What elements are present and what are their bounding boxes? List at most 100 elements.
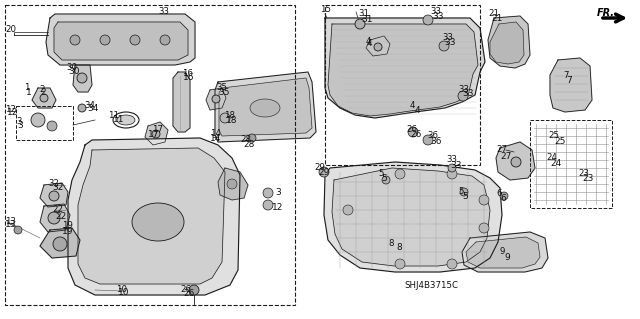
Polygon shape xyxy=(215,72,316,142)
Text: 5: 5 xyxy=(378,168,383,177)
Polygon shape xyxy=(32,88,56,108)
Text: 22: 22 xyxy=(52,205,63,214)
Text: 12: 12 xyxy=(272,203,284,212)
Circle shape xyxy=(479,195,489,205)
Text: 26: 26 xyxy=(183,289,195,298)
Text: 15: 15 xyxy=(320,5,331,14)
Circle shape xyxy=(319,167,329,177)
Text: 28: 28 xyxy=(243,140,254,149)
Text: 4: 4 xyxy=(367,39,372,48)
Text: 6: 6 xyxy=(496,189,502,197)
Text: 26: 26 xyxy=(180,286,191,294)
Text: 13: 13 xyxy=(5,217,16,226)
Polygon shape xyxy=(332,168,490,266)
Text: 36: 36 xyxy=(430,137,442,146)
Text: 17: 17 xyxy=(152,125,163,135)
Text: 14: 14 xyxy=(210,130,221,138)
Text: 8: 8 xyxy=(396,243,402,252)
Text: 7: 7 xyxy=(563,70,568,79)
Text: 33: 33 xyxy=(432,12,444,21)
Text: 26: 26 xyxy=(406,124,417,133)
Text: 21: 21 xyxy=(491,14,502,23)
Circle shape xyxy=(70,35,80,45)
Text: 8: 8 xyxy=(388,239,394,248)
Polygon shape xyxy=(488,16,530,68)
Polygon shape xyxy=(466,237,540,268)
Text: 32: 32 xyxy=(48,180,59,189)
Text: 35: 35 xyxy=(216,84,227,93)
Ellipse shape xyxy=(132,203,184,241)
Text: 27: 27 xyxy=(500,152,511,161)
Circle shape xyxy=(423,135,433,145)
Circle shape xyxy=(78,104,86,112)
Text: 7: 7 xyxy=(566,76,572,85)
Text: 3: 3 xyxy=(16,117,22,127)
Text: 25: 25 xyxy=(554,137,565,146)
Polygon shape xyxy=(68,138,240,295)
Polygon shape xyxy=(366,36,390,56)
Text: 4: 4 xyxy=(415,106,420,115)
Ellipse shape xyxy=(117,115,135,125)
Circle shape xyxy=(382,176,390,184)
Text: 18: 18 xyxy=(226,116,237,125)
Polygon shape xyxy=(40,204,70,232)
Polygon shape xyxy=(550,58,592,112)
Polygon shape xyxy=(78,148,225,284)
Text: SHJ4B3715C: SHJ4B3715C xyxy=(404,280,458,290)
Text: 26: 26 xyxy=(410,130,421,139)
Text: 30: 30 xyxy=(66,63,77,71)
Circle shape xyxy=(458,91,468,101)
Circle shape xyxy=(511,157,521,167)
Circle shape xyxy=(152,130,160,138)
Bar xyxy=(5,5,295,305)
Text: 25: 25 xyxy=(548,131,559,140)
Text: 24: 24 xyxy=(550,159,561,168)
Text: 1: 1 xyxy=(24,84,29,93)
Text: 33: 33 xyxy=(446,155,457,165)
Text: 29: 29 xyxy=(314,162,325,172)
Text: 33: 33 xyxy=(458,85,469,94)
Text: 33: 33 xyxy=(450,161,461,170)
Circle shape xyxy=(479,223,489,233)
Text: 31: 31 xyxy=(358,10,369,19)
Circle shape xyxy=(31,113,45,127)
Text: 20: 20 xyxy=(5,26,16,34)
Circle shape xyxy=(212,95,220,103)
Circle shape xyxy=(248,134,256,142)
Circle shape xyxy=(160,35,170,45)
Text: 9: 9 xyxy=(504,253,509,262)
Text: 19: 19 xyxy=(62,227,74,236)
Circle shape xyxy=(14,226,22,234)
Polygon shape xyxy=(40,228,80,258)
Text: 5: 5 xyxy=(381,174,387,183)
Text: 5: 5 xyxy=(458,188,463,197)
Polygon shape xyxy=(206,88,226,110)
Circle shape xyxy=(77,73,87,83)
Circle shape xyxy=(500,192,508,200)
Circle shape xyxy=(355,19,365,29)
Polygon shape xyxy=(328,24,478,116)
Circle shape xyxy=(220,113,230,123)
Circle shape xyxy=(395,259,405,269)
Text: 10: 10 xyxy=(118,288,129,297)
Text: 4: 4 xyxy=(410,101,415,110)
Text: 12: 12 xyxy=(7,108,19,117)
Text: 33: 33 xyxy=(158,8,169,17)
Circle shape xyxy=(343,205,353,215)
Text: 23: 23 xyxy=(582,174,593,183)
Text: 18: 18 xyxy=(224,112,235,121)
Text: 36: 36 xyxy=(427,131,438,140)
Circle shape xyxy=(408,127,418,137)
Polygon shape xyxy=(496,142,535,180)
Polygon shape xyxy=(46,14,195,65)
Polygon shape xyxy=(490,22,524,64)
Circle shape xyxy=(439,41,449,51)
Text: 4: 4 xyxy=(366,38,371,47)
Circle shape xyxy=(447,169,457,179)
Text: 1: 1 xyxy=(26,88,32,97)
Circle shape xyxy=(395,169,405,179)
Text: 9: 9 xyxy=(500,248,506,256)
Polygon shape xyxy=(73,65,92,92)
Bar xyxy=(16,106,73,140)
Polygon shape xyxy=(325,18,485,118)
